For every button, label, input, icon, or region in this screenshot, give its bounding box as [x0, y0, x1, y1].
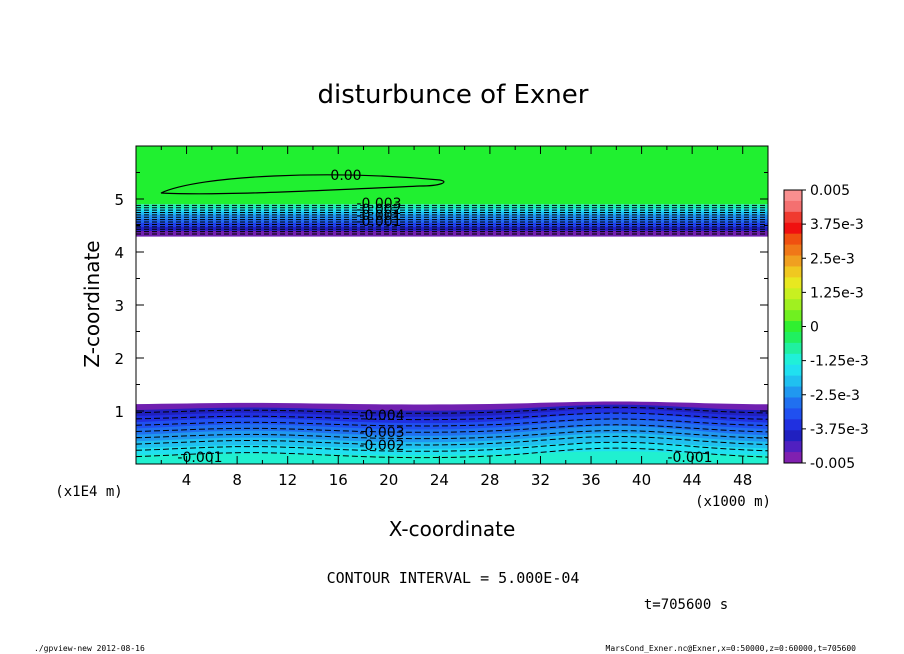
x-tick-label: 32	[531, 471, 550, 489]
colorbar-swatch	[784, 353, 802, 366]
x-tick-label: 36	[581, 471, 600, 489]
contour-line	[136, 441, 768, 452]
field-band	[136, 204, 768, 210]
footer-right: MarsCond_Exner.nc@Exner,x=0:50000,z=0:60…	[606, 644, 857, 653]
colorbar-swatch	[784, 299, 802, 311]
field-band	[136, 222, 768, 228]
contour-line	[136, 430, 768, 440]
colorbar-swatch	[784, 244, 802, 257]
x-tick-label: 4	[182, 471, 192, 489]
colorbar-swatch	[784, 452, 802, 464]
x-tick-label: 8	[232, 471, 242, 489]
colorbar-label: -3.75e-3	[810, 422, 869, 438]
y-tick-label: 2	[114, 350, 124, 368]
y-axis: 1 2 3 4 5	[114, 172, 768, 438]
lower-layer-field	[136, 401, 768, 464]
contour-label: -0.004	[359, 408, 404, 424]
colorbar-label: 0.005	[810, 183, 850, 199]
colorbar-swatch	[784, 397, 802, 409]
colorbar-swatch	[784, 190, 802, 202]
x-tick-label: 40	[632, 471, 651, 489]
contour-line	[136, 418, 768, 427]
colorbar-swatch	[784, 430, 802, 442]
contour-label: -0.001	[356, 214, 401, 230]
contour-label: -0.001	[177, 450, 222, 466]
x-tick-label: 24	[430, 471, 449, 489]
y-tick-label: 4	[114, 244, 124, 262]
chart-title: disturbunce of Exner	[318, 80, 589, 110]
colorbar-swatch	[784, 441, 802, 453]
contour-line	[136, 406, 768, 414]
contour-line	[136, 435, 768, 446]
contour-line	[136, 447, 768, 459]
time-text: t=705600 s	[644, 597, 728, 613]
colorbar-swatch	[784, 419, 802, 431]
colorbar-swatch	[784, 375, 802, 388]
x-axis-label: X-coordinate	[389, 517, 516, 541]
colorbar-label: 2.5e-3	[810, 251, 855, 267]
colorbar-swatch	[784, 386, 802, 398]
contour-label: -0.001	[667, 450, 712, 466]
colorbar-label: -0.005	[810, 456, 855, 472]
colorbar-swatch	[784, 266, 802, 278]
colorbar-label: 0	[810, 320, 819, 336]
contour-line	[136, 424, 768, 433]
field-zero-zone	[136, 146, 768, 205]
x-tick-label: 28	[480, 471, 499, 489]
x-tick-label: 12	[278, 471, 297, 489]
colorbar-label: -1.25e-3	[810, 354, 869, 370]
colorbar-swatch	[784, 288, 802, 300]
contour-label: 0.00	[330, 168, 361, 184]
contour-label: -0.003	[359, 425, 404, 441]
contour-label: -0.001	[356, 208, 401, 224]
colorbar-labels: 0.005 3.75e-3 2.5e-3 1.25e-3 0 -1.25e-3 -2.5e-…	[802, 183, 869, 472]
colorbar-swatch	[784, 200, 802, 213]
field-band	[136, 211, 768, 216]
upper-layer-field	[136, 146, 768, 237]
footer-left: ./gpview-new 2012-08-16	[34, 644, 145, 653]
y-tick-label: 5	[114, 191, 124, 209]
colorbar-swatch	[784, 408, 802, 420]
y-tick-label: 1	[114, 403, 124, 421]
y-axis-label: Z-coordinate	[80, 240, 104, 367]
contour-label: -0.002	[356, 202, 401, 218]
x-tick-label: 20	[379, 471, 398, 489]
contour-interval-text: CONTOUR INTERVAL = 5.000E-04	[327, 569, 580, 587]
x-tick-label: 16	[329, 471, 348, 489]
x-tick-label: 44	[683, 471, 702, 489]
colorbar-label: -2.5e-3	[810, 388, 860, 404]
y-unit-note: (x1E4 m)	[55, 484, 122, 500]
contour-label: -0.003	[356, 196, 401, 212]
colorbar-swatch	[784, 364, 802, 377]
contour-lines	[136, 174, 768, 459]
colorbar-swatch	[784, 211, 802, 224]
x-unit-note: (x1000 m)	[695, 494, 771, 510]
x-tick-label: 48	[733, 471, 752, 489]
colorbar-swatch	[784, 233, 802, 246]
colorbar-swatch	[784, 321, 802, 333]
colorbar-swatch	[784, 331, 802, 344]
plot-area	[136, 146, 768, 464]
colorbar-label: 1.25e-3	[810, 285, 864, 301]
contour-line	[136, 412, 768, 421]
field-band	[136, 219, 768, 224]
zero-contour	[160, 174, 445, 195]
colorbar-swatch	[784, 222, 802, 235]
colorbar-swatch	[784, 310, 802, 322]
contour-label: -0.002	[359, 438, 404, 454]
colorbar	[783, 189, 803, 464]
colorbar-label: 3.75e-3	[810, 217, 864, 233]
contour-labels: 0.00-0.001-0.001-0.002-0.003-0.004-0.003…	[177, 168, 712, 466]
colorbar-swatch	[784, 255, 802, 267]
x-axis: 4 8 12 16 20 24 28 32 36 40 44 48	[160, 146, 752, 489]
colorbar-swatch	[784, 342, 802, 355]
y-tick-label: 3	[114, 297, 124, 315]
colorbar-swatch	[784, 277, 802, 289]
